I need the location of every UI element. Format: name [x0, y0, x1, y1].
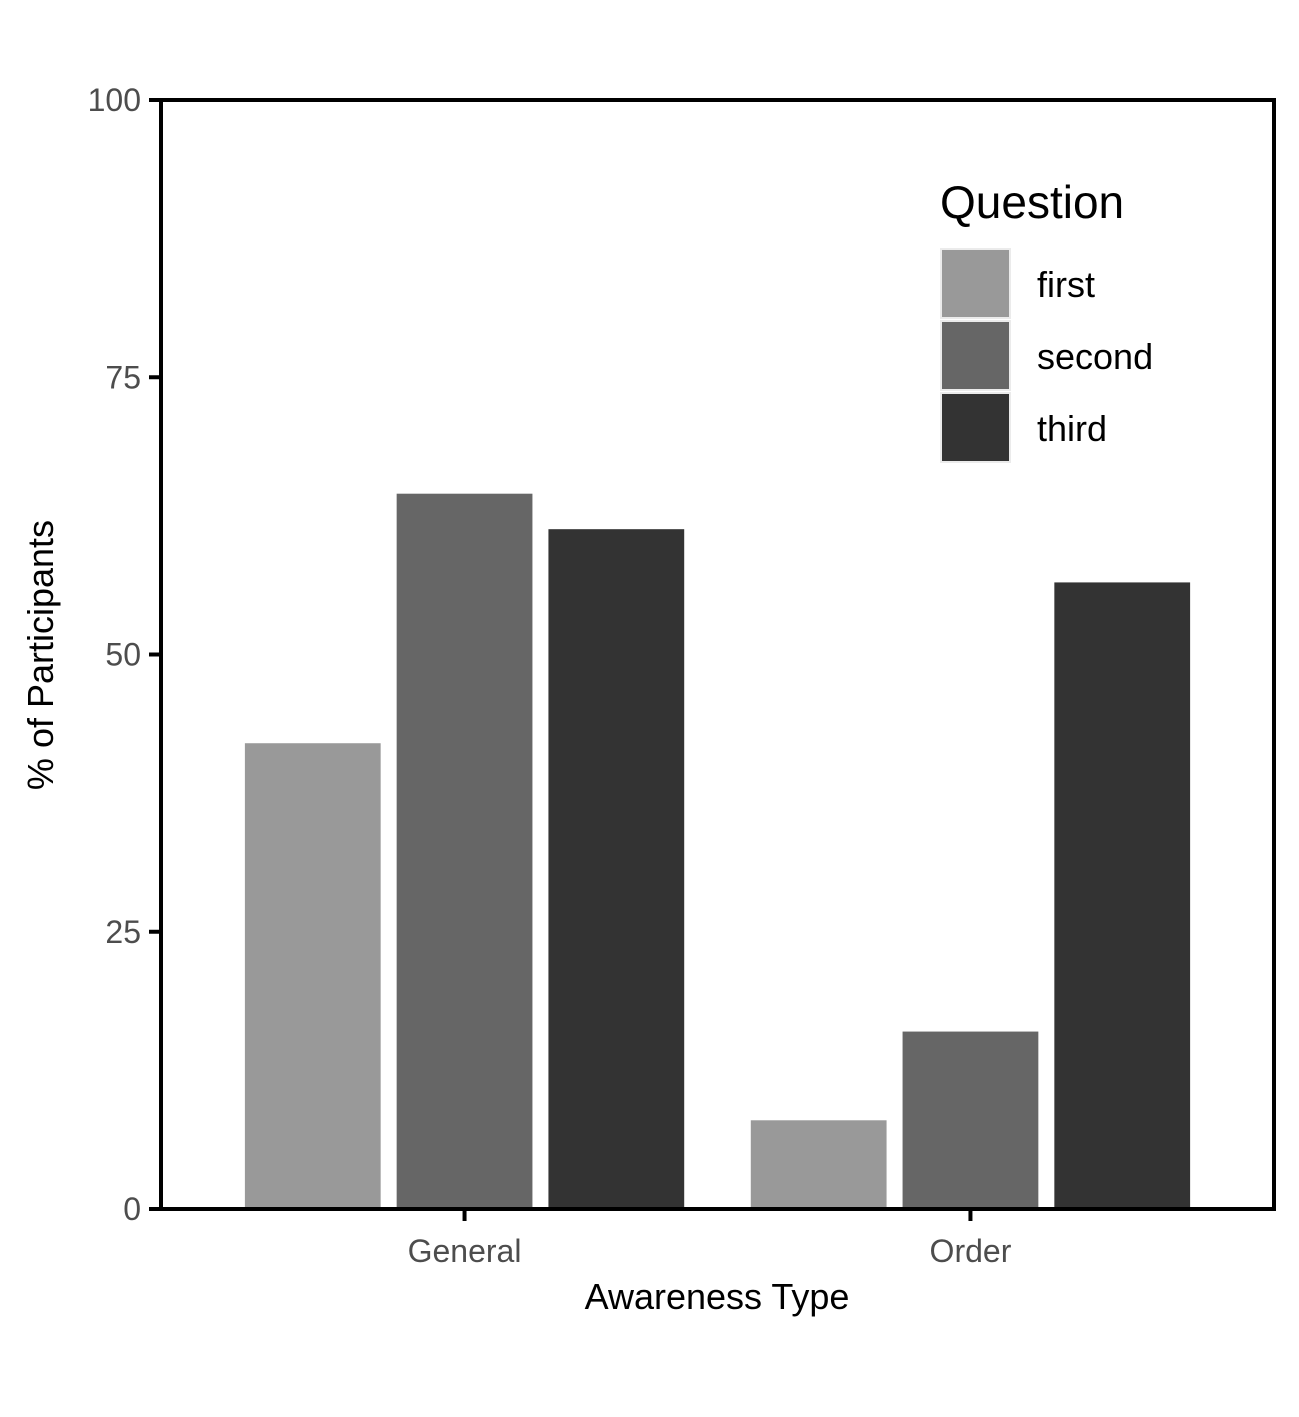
bar-first-general: [244, 743, 381, 1209]
y-tick-label: 25: [105, 914, 141, 950]
legend: Question first second third: [940, 176, 1153, 463]
bar-second-general: [396, 493, 533, 1209]
y-tick-label: 100: [88, 82, 141, 118]
legend-key-second: [940, 320, 1011, 391]
legend-label-third: third: [1037, 408, 1107, 449]
legend-title: Question: [940, 176, 1124, 228]
y-tick-label: 75: [105, 359, 141, 395]
y-axis-title: % of Participants: [20, 520, 61, 790]
y-tick-label: 0: [123, 1191, 141, 1227]
x-tick-label: General: [408, 1233, 522, 1269]
legend-label-first: first: [1037, 264, 1095, 305]
y-axis: 0 25 50 75 100: [88, 82, 161, 1227]
x-axis-title: Awareness Type: [585, 1276, 850, 1317]
legend-label-second: second: [1037, 336, 1153, 377]
bar-second-order: [902, 1031, 1039, 1209]
bar-first-order: [750, 1120, 887, 1209]
bars-group: [244, 493, 1191, 1209]
legend-items: first second third: [940, 248, 1153, 463]
x-tick-label: Order: [930, 1233, 1012, 1269]
legend-key-first: [940, 248, 1011, 319]
bar-third-order: [1054, 582, 1191, 1209]
legend-key-third: [940, 392, 1011, 463]
bar-third-general: [548, 529, 685, 1209]
x-axis: General Order: [408, 1209, 1012, 1269]
y-tick-label: 50: [105, 637, 141, 673]
